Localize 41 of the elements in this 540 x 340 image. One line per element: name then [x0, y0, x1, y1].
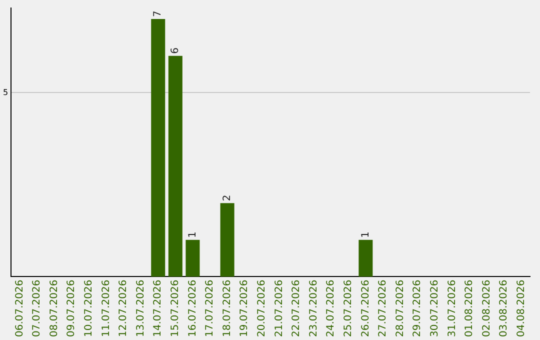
- x-tick-label: 13.07.2026: [135, 280, 146, 338]
- x-tick-label: 30.07.2026: [429, 280, 440, 338]
- data-label: 1: [187, 232, 198, 238]
- x-tick-label: 18.07.2026: [222, 280, 233, 338]
- data-label: 1: [360, 232, 372, 238]
- x-tick-label: 28.07.2026: [394, 280, 406, 338]
- data-label: 2: [222, 194, 233, 202]
- x-tick-label: 29.07.2026: [412, 280, 424, 338]
- x-tick-label: 20.07.2026: [256, 280, 268, 338]
- x-tick-label: 31.07.2026: [446, 280, 458, 338]
- x-tick-label: 10.07.2026: [84, 280, 95, 338]
- bar: [358, 240, 373, 277]
- x-tick-label: 08.07.2026: [48, 280, 60, 338]
- bar: [220, 203, 234, 277]
- x-tick-label: 19.07.2026: [239, 280, 250, 338]
- x-tick-label: 03.08.2026: [498, 280, 510, 338]
- bar: [168, 56, 182, 277]
- x-tick-label: 25.07.2026: [342, 280, 354, 338]
- x-tick-label: 12.07.2026: [118, 280, 130, 338]
- x-tick-label: 21.07.2026: [274, 280, 285, 338]
- x-tick-label: 07.07.2026: [32, 280, 43, 338]
- x-tick-label: 14.07.2026: [152, 280, 164, 338]
- x-tick-label: 17.07.2026: [204, 280, 216, 338]
- x-tick-label: 04.08.2026: [516, 280, 527, 338]
- x-tick-label: 24.07.2026: [326, 280, 337, 338]
- x-tick-label: 09.07.2026: [66, 280, 78, 338]
- x-tick-label: 22.07.2026: [291, 280, 302, 338]
- data-label: 7: [152, 10, 164, 18]
- x-tick-label: 01.08.2026: [464, 280, 476, 338]
- x-tick-label: 23.07.2026: [308, 280, 320, 338]
- x-tick-label: 02.08.2026: [481, 280, 492, 338]
- x-tick-label: 26.07.2026: [360, 280, 372, 338]
- x-tick-label: 11.07.2026: [100, 280, 112, 338]
- data-label: 6: [170, 47, 182, 54]
- x-tick-label: 27.07.2026: [378, 280, 389, 338]
- bar: [186, 240, 200, 277]
- x-tick-label: 06.07.2026: [14, 280, 26, 338]
- x-tick-label: 15.07.2026: [170, 280, 182, 338]
- x-tick-label: 16.07.2026: [187, 280, 198, 338]
- bar: [151, 19, 166, 277]
- y-tick-label: 5: [2, 88, 8, 97]
